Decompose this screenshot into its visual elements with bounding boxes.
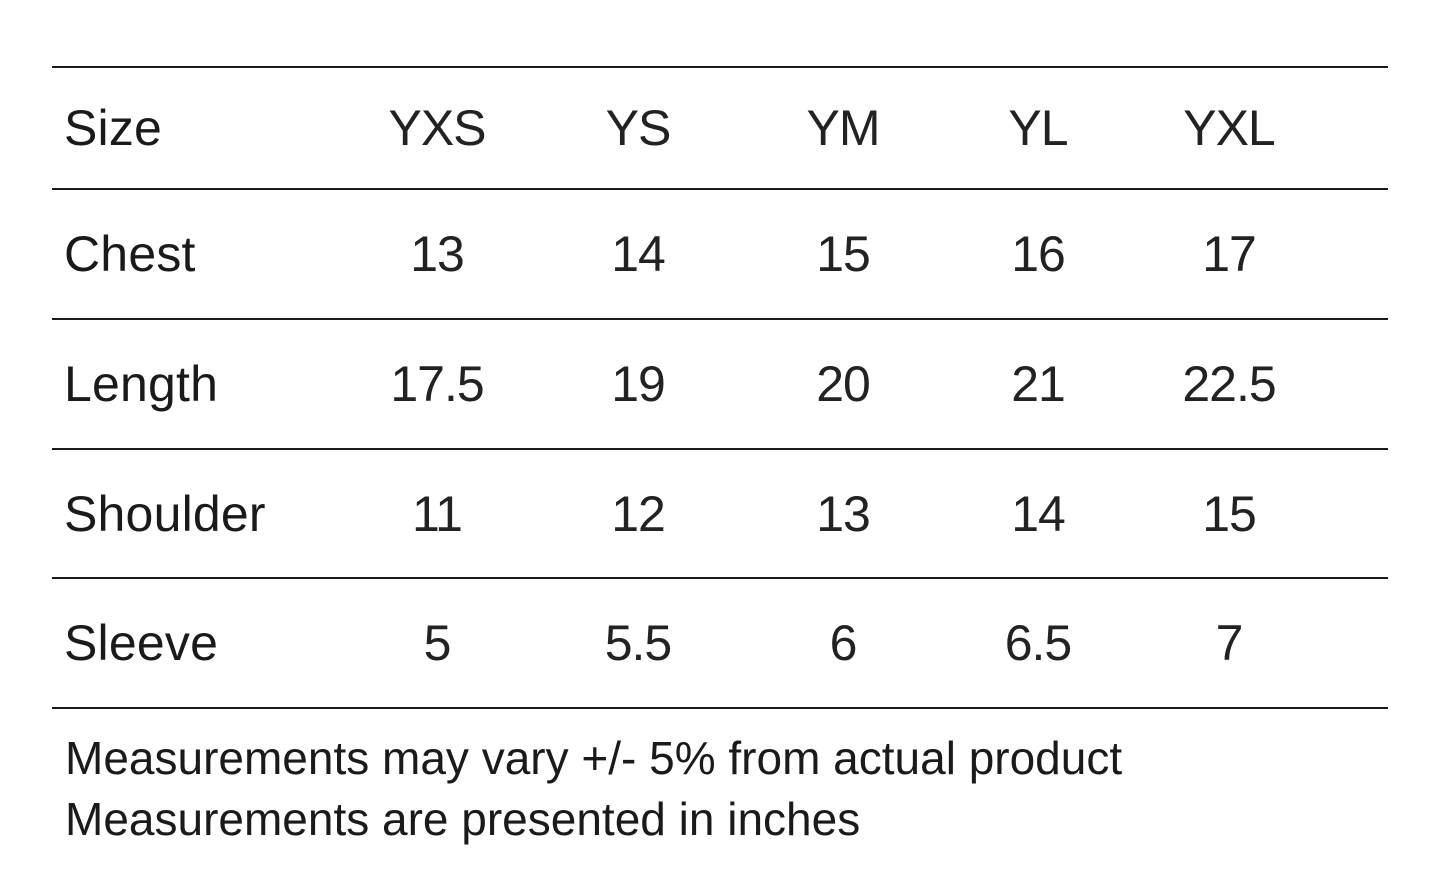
note-variance: Measurements may vary +/- 5% from actual… — [65, 732, 1123, 784]
header-size-yxl: YXL — [1183, 100, 1276, 156]
table-cell: 22.5 — [1182, 356, 1276, 412]
table-row-sleeve: Sleeve 5 5.5 6 6.5 7 — [52, 577, 1388, 707]
table-bottom-divider — [52, 707, 1388, 709]
table-cell: 15 — [816, 226, 871, 282]
table-row-shoulder: Shoulder 11 12 13 14 15 — [52, 448, 1388, 577]
row-label: Sleeve — [64, 615, 219, 671]
header-size-ym: YM — [806, 100, 881, 156]
header-size-yxs: YXS — [388, 100, 486, 156]
row-label: Chest — [64, 226, 196, 282]
table-cell: 20 — [816, 356, 871, 412]
table-row-length: Length 17.5 19 20 21 22.5 — [52, 318, 1388, 448]
table-cell: 7 — [1215, 615, 1244, 671]
table-cell: 14 — [1011, 485, 1066, 542]
table-cell: 19 — [611, 356, 666, 412]
table-cell: 17.5 — [390, 356, 484, 412]
row-label: Length — [64, 356, 219, 412]
table-cell: 16 — [1011, 226, 1066, 282]
table-header-row: Size YXS YS YM YL YXL — [52, 66, 1388, 188]
table-cell: 6 — [829, 615, 858, 671]
table-cell: 5 — [423, 615, 452, 671]
header-label: Size — [64, 100, 163, 156]
table-cell: 12 — [611, 485, 666, 542]
table-cell: 13 — [816, 485, 871, 542]
table-row-chest: Chest 13 14 15 16 17 — [52, 188, 1388, 318]
table-cell: 21 — [1011, 356, 1066, 412]
table-cell: 17 — [1202, 226, 1257, 282]
table-cell: 6.5 — [1004, 615, 1073, 671]
header-size-ys: YS — [605, 100, 672, 156]
table-cell: 5.5 — [604, 615, 673, 671]
row-label: Shoulder — [64, 485, 266, 542]
table-cell: 15 — [1202, 485, 1257, 542]
note-units: Measurements are presented in inches — [65, 793, 861, 845]
table-cell: 13 — [410, 226, 465, 282]
size-chart-table: Size YXS YS YM YL YXL Chest 13 14 15 16 … — [52, 66, 1388, 709]
table-cell: 11 — [412, 485, 463, 542]
measurement-notes: Measurements may vary +/- 5% from actual… — [65, 728, 1122, 850]
header-size-yl: YL — [1008, 100, 1068, 156]
table-cell: 14 — [611, 226, 666, 282]
